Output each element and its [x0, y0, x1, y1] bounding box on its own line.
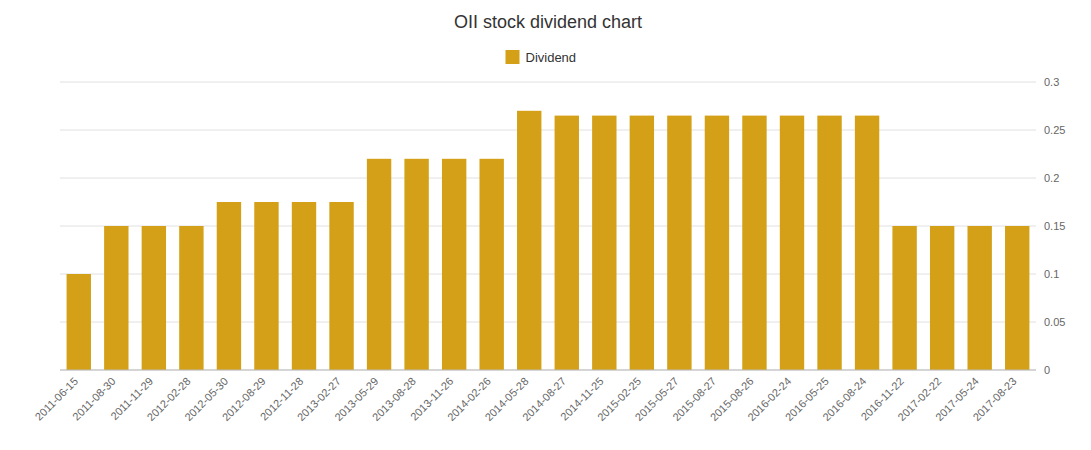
grid-line	[60, 226, 1036, 227]
chart: OII stock dividend chart 0 0.05 0.1 0.15 0.2 0…	[0, 0, 1091, 450]
bars	[67, 111, 1030, 370]
x-axis-line	[60, 370, 1036, 371]
bar	[442, 159, 466, 370]
bar	[254, 202, 278, 370]
y-tick-label: 0.05	[1044, 316, 1065, 328]
y-tick-label: 0	[1044, 364, 1050, 376]
grid-line	[60, 370, 1036, 371]
bar	[817, 116, 841, 370]
grid-line	[60, 322, 1036, 323]
bar	[555, 116, 579, 370]
bar	[67, 274, 91, 370]
bar	[780, 116, 804, 370]
bar	[742, 116, 766, 370]
bar	[292, 202, 316, 370]
bar	[517, 111, 541, 370]
bar	[855, 116, 879, 370]
bar	[967, 226, 991, 370]
bar	[479, 159, 503, 370]
bar	[142, 226, 166, 370]
grid-line	[60, 178, 1036, 179]
bar	[179, 226, 203, 370]
bar	[630, 116, 654, 370]
grid-line	[60, 130, 1036, 131]
bar	[892, 226, 916, 370]
bar	[930, 226, 954, 370]
y-tick-label: 0.3	[1044, 76, 1059, 88]
bar	[367, 159, 391, 370]
bar	[104, 226, 128, 370]
bar	[592, 116, 616, 370]
bar	[217, 202, 241, 370]
y-tick-label: 0.2	[1044, 172, 1059, 184]
bar	[404, 159, 428, 370]
bar	[1005, 226, 1029, 370]
legend-label: Dividend	[526, 50, 577, 65]
legend-swatch	[506, 50, 520, 64]
x-tick-label: 2017-08-23	[970, 375, 1018, 423]
bar	[667, 116, 691, 370]
y-tick-label: 0.25	[1044, 124, 1065, 136]
grid-line	[60, 274, 1036, 275]
legend: Dividend	[506, 50, 577, 65]
bar	[329, 202, 353, 370]
y-tick-label: 0.15	[1044, 220, 1065, 232]
grid	[60, 82, 1036, 370]
y-tick-label: 0.1	[1044, 268, 1059, 280]
bar	[705, 116, 729, 370]
grid-line	[60, 82, 1036, 83]
title: OII stock dividend chart	[454, 12, 642, 32]
